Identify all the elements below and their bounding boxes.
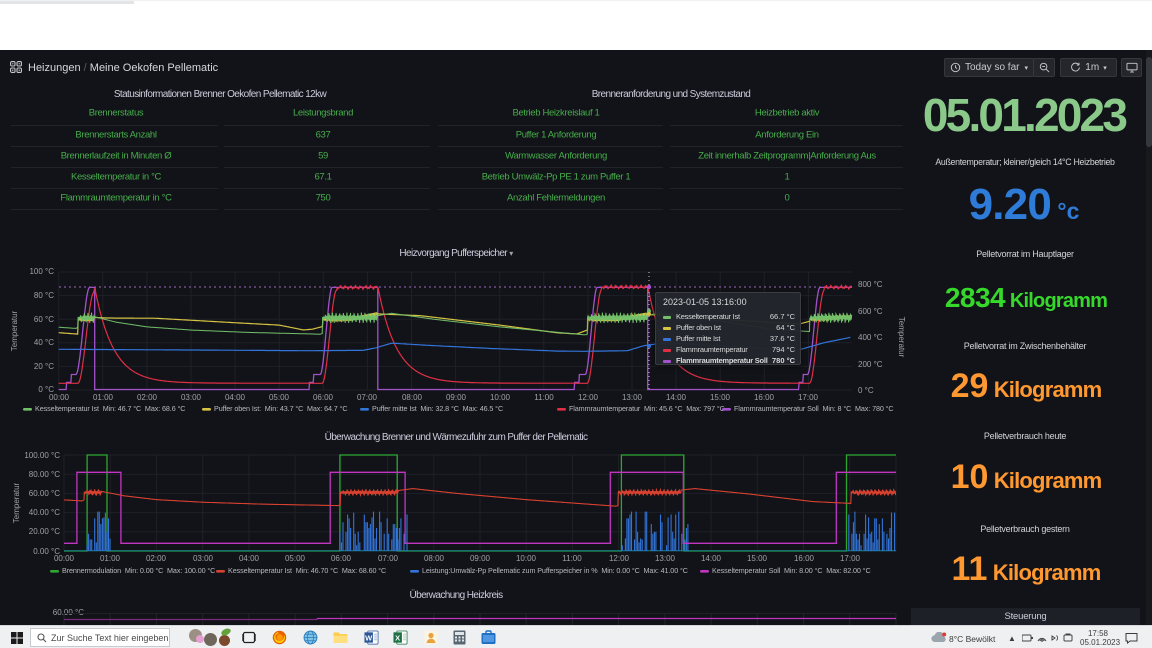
- svg-text:Temperatur: Temperatur: [10, 310, 19, 351]
- svg-text:40 °C: 40 °C: [34, 338, 54, 347]
- svg-text:08:00: 08:00: [424, 554, 445, 563]
- svg-text:12:00: 12:00: [609, 554, 630, 563]
- svg-text:09:00: 09:00: [470, 554, 491, 563]
- svg-text:14:00: 14:00: [666, 393, 687, 402]
- svg-text:Leistung:Umwälz-Pp Pellematic: Leistung:Umwälz-Pp Pellematic zum Puffer…: [422, 566, 688, 575]
- svg-text:12:00: 12:00: [578, 393, 599, 402]
- svg-text:17:00: 17:00: [840, 554, 861, 563]
- svg-text:800 °C: 800 °C: [858, 280, 883, 289]
- svg-text:09:00: 09:00: [446, 393, 467, 402]
- svg-text:Kesseltemperatur Ist Min: 46.: Kesseltemperatur Ist Min: 46.7 °C Max: 6…: [35, 404, 185, 413]
- svg-text:20 °C: 20 °C: [34, 362, 54, 371]
- svg-text:15:00: 15:00: [710, 393, 731, 402]
- svg-text:10:00: 10:00: [516, 554, 537, 563]
- svg-text:0 °C: 0 °C: [38, 385, 54, 394]
- svg-text:Temperatur: Temperatur: [897, 317, 906, 358]
- svg-text:13:00: 13:00: [622, 393, 643, 402]
- svg-text:02:00: 02:00: [137, 393, 158, 402]
- svg-text:600 °C: 600 °C: [858, 307, 883, 316]
- svg-text:X: X: [395, 633, 400, 642]
- svg-text:14:00: 14:00: [701, 554, 722, 563]
- svg-text:Flammraumtemperatur Soll Min:: Flammraumtemperatur Soll Min: 8 °C Max: …: [734, 404, 894, 413]
- svg-text:05:00: 05:00: [285, 554, 306, 563]
- svg-text:06:00: 06:00: [331, 554, 352, 563]
- svg-text:100.00 °C: 100.00 °C: [24, 451, 60, 460]
- svg-text:20.00 °C: 20.00 °C: [29, 527, 60, 536]
- svg-text:01:00: 01:00: [93, 393, 114, 402]
- svg-text:01:00: 01:00: [100, 554, 121, 563]
- svg-text:07:00: 07:00: [357, 393, 378, 402]
- svg-text:200 °C: 200 °C: [858, 360, 883, 369]
- svg-text:Temperatur: Temperatur: [12, 482, 21, 523]
- svg-text:11:00: 11:00: [562, 554, 582, 563]
- svg-text:00:00: 00:00: [49, 393, 70, 402]
- svg-text:60.00 °C: 60.00 °C: [53, 608, 84, 617]
- svg-text:Kesseltemperatur Ist Min: 46.: Kesseltemperatur Ist Min: 46.70 °C Max: …: [228, 566, 386, 575]
- svg-text:16:00: 16:00: [794, 554, 815, 563]
- svg-text:60.00 °C: 60.00 °C: [29, 489, 60, 498]
- svg-text:0.00 °C: 0.00 °C: [33, 547, 60, 556]
- svg-text:16:00: 16:00: [754, 393, 775, 402]
- svg-text:60 °C: 60 °C: [34, 315, 54, 324]
- svg-text:02:00: 02:00: [146, 554, 167, 563]
- svg-text:04:00: 04:00: [239, 554, 260, 563]
- svg-text:07:00: 07:00: [378, 554, 399, 563]
- svg-text:17:00: 17:00: [798, 393, 819, 402]
- svg-text:80.00 °C: 80.00 °C: [29, 470, 60, 479]
- svg-text:03:00: 03:00: [181, 393, 202, 402]
- svg-text:11:00: 11:00: [534, 393, 554, 402]
- svg-text:Kesseltemperatur Soll Min: 8.: Kesseltemperatur Soll Min: 8.00 °C Max: …: [712, 566, 871, 575]
- svg-text:Puffer oben Ist: Min: 43.7 °C: Puffer oben Ist: Min: 43.7 °C Max: 64.7 …: [214, 404, 347, 413]
- svg-text:10:00: 10:00: [490, 393, 511, 402]
- svg-text:0 °C: 0 °C: [858, 386, 874, 395]
- svg-text:03:00: 03:00: [193, 554, 214, 563]
- svg-text:100 °C: 100 °C: [29, 267, 54, 276]
- svg-text:W: W: [365, 633, 373, 642]
- svg-text:40.00 °C: 40.00 °C: [29, 508, 60, 517]
- svg-text:13:00: 13:00: [655, 554, 676, 563]
- svg-text:08:00: 08:00: [402, 393, 423, 402]
- svg-text:80 °C: 80 °C: [34, 291, 54, 300]
- svg-text:05:00: 05:00: [269, 393, 290, 402]
- svg-text:Puffer mitte Ist Min: 32.8 °C: Puffer mitte Ist Min: 32.8 °C Max: 46.5 …: [372, 404, 503, 413]
- svg-text:00:00: 00:00: [54, 554, 75, 563]
- svg-text:04:00: 04:00: [225, 393, 246, 402]
- svg-text:Flammraumtemperatur Min: 45.6: Flammraumtemperatur Min: 45.6 °C Max: 79…: [569, 404, 725, 413]
- svg-text:400 °C: 400 °C: [858, 333, 883, 342]
- svg-text:Brennermodulation Min: 0.00 °: Brennermodulation Min: 0.00 °C Max: 100.…: [62, 566, 215, 575]
- svg-text:06:00: 06:00: [313, 393, 334, 402]
- svg-text:15:00: 15:00: [747, 554, 768, 563]
